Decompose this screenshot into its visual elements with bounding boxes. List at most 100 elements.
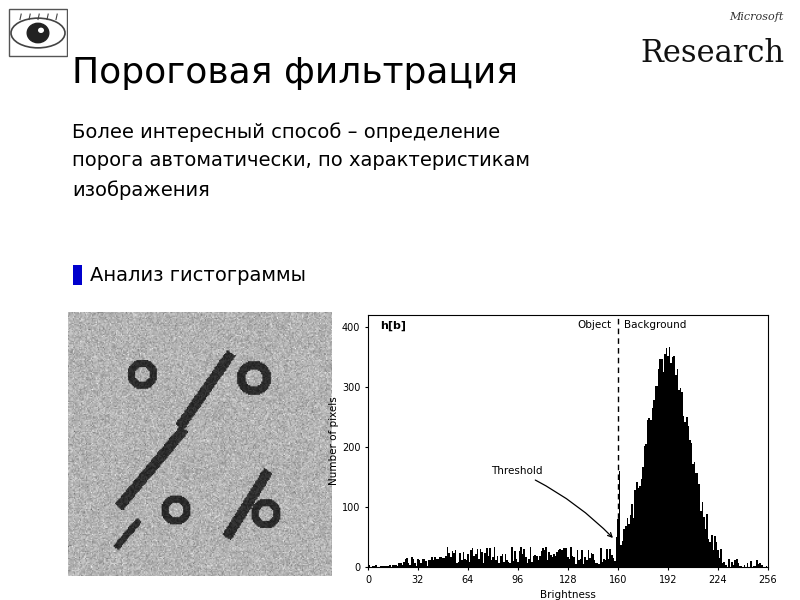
Bar [472, 548, 474, 567]
Bar [534, 555, 536, 567]
Bar [667, 356, 669, 567]
Bar [723, 562, 725, 567]
Bar [697, 473, 698, 567]
Bar [520, 547, 522, 567]
Bar [423, 559, 425, 567]
Bar [585, 557, 586, 567]
Text: Более интересный способ – определение
порога автоматически, по характеристикам
и: Более интересный способ – определение по… [72, 123, 530, 200]
Text: Background: Background [624, 320, 686, 330]
Bar [462, 552, 464, 567]
Bar [713, 550, 714, 567]
Bar [642, 467, 644, 567]
Bar [592, 554, 594, 567]
Bar [758, 564, 759, 567]
Bar [658, 369, 659, 567]
Bar [531, 562, 533, 567]
Bar [654, 386, 656, 567]
Bar [586, 560, 587, 567]
Bar [374, 566, 375, 567]
Bar [703, 517, 705, 567]
Bar [447, 547, 449, 567]
Bar [569, 559, 570, 567]
Bar [674, 356, 675, 567]
Bar [694, 463, 695, 567]
Bar [616, 537, 618, 567]
Bar [483, 563, 485, 567]
Bar [736, 559, 738, 567]
Bar [528, 559, 530, 567]
Bar [453, 553, 454, 567]
Bar [498, 563, 500, 567]
Bar [553, 554, 554, 567]
Text: Research: Research [640, 38, 784, 69]
Bar [680, 388, 682, 567]
Bar [556, 552, 558, 567]
Bar [542, 548, 544, 567]
Bar [477, 549, 478, 567]
Bar [522, 554, 523, 567]
Bar [651, 408, 653, 567]
Bar [475, 554, 477, 567]
Bar [626, 518, 628, 567]
Bar [470, 550, 472, 567]
Bar [434, 557, 436, 567]
Bar [725, 565, 726, 567]
Bar [547, 560, 549, 567]
Bar [636, 482, 638, 567]
Bar [747, 563, 749, 567]
Bar [672, 357, 674, 567]
Bar [400, 563, 402, 567]
Bar [670, 363, 672, 567]
Bar [561, 550, 562, 567]
Bar [708, 539, 710, 567]
Bar [518, 551, 520, 567]
Bar [536, 556, 538, 567]
Bar [414, 563, 416, 567]
Bar [659, 359, 661, 567]
Bar [403, 562, 405, 567]
Bar [487, 556, 489, 567]
Bar [733, 565, 734, 567]
Bar [602, 562, 603, 567]
Bar [641, 479, 642, 567]
Bar [461, 560, 462, 567]
Bar [666, 348, 667, 567]
Bar [418, 560, 420, 567]
Bar [544, 550, 546, 567]
Bar [689, 440, 690, 567]
Bar [516, 559, 518, 567]
Bar [572, 556, 574, 567]
Bar [500, 556, 502, 567]
Bar [656, 386, 658, 567]
Bar [446, 556, 447, 567]
Bar [710, 542, 711, 567]
Bar [495, 560, 497, 567]
Bar [610, 549, 611, 567]
Bar [459, 553, 461, 567]
Bar [441, 557, 442, 567]
Bar [397, 566, 398, 567]
Bar [513, 561, 514, 567]
Bar [538, 560, 539, 567]
Bar [564, 548, 566, 567]
Bar [598, 564, 600, 567]
Bar [526, 563, 528, 567]
Bar [706, 514, 708, 567]
Bar [653, 400, 654, 567]
Bar [582, 550, 583, 567]
Bar [559, 549, 561, 567]
Bar [486, 548, 487, 567]
Bar [750, 561, 751, 567]
Bar [669, 347, 670, 567]
Bar [502, 554, 503, 567]
Bar [451, 551, 453, 567]
Bar [731, 562, 733, 567]
Bar [549, 552, 550, 567]
Bar [685, 422, 686, 567]
Bar [600, 548, 602, 567]
Bar [511, 547, 513, 567]
Bar [367, 566, 369, 567]
Y-axis label: Number of pixels: Number of pixels [329, 397, 339, 485]
Bar [690, 443, 692, 567]
X-axis label: Brightness: Brightness [540, 590, 596, 600]
